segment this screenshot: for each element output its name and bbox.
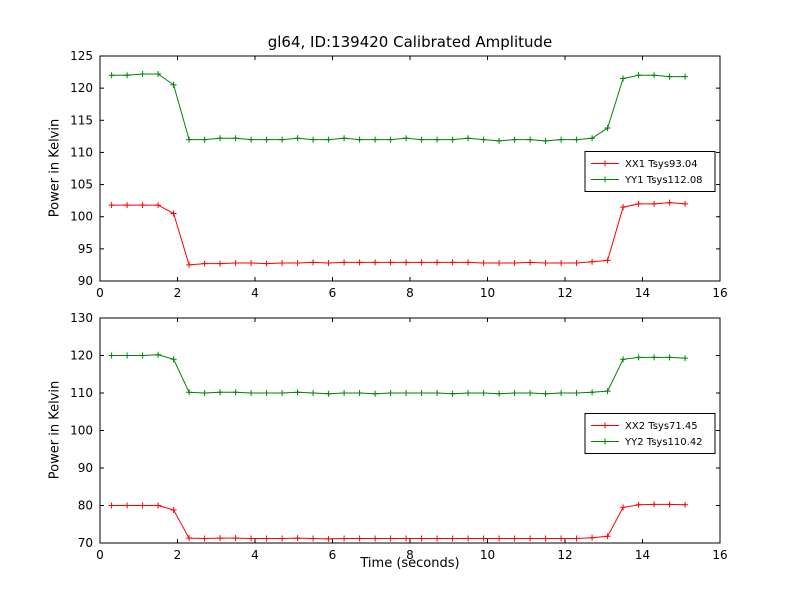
x-tick-label: 8 [406,548,414,562]
x-tick-label: 14 [635,286,650,300]
x-tick-label: 12 [557,286,572,300]
legend-sample-marker [602,422,608,429]
y-tick-label: 100 [70,424,93,438]
series-markers [108,501,689,542]
y-tick-label: 70 [78,536,93,550]
series-line [111,503,686,540]
x-tick-label: 2 [174,286,182,300]
legend-sample-marker [602,176,608,183]
y-tick-label: 90 [78,274,93,288]
series-markers [108,199,689,268]
series-line [111,202,686,266]
x-tick-label: 0 [96,286,104,300]
x-tick-label: 6 [329,286,337,300]
y-tick-label: 105 [70,178,93,192]
legend-label: YY1 Tsys112.08 [624,175,703,186]
y-tick-label: 110 [70,386,93,400]
x-tick-label: 6 [329,548,337,562]
legend-sample-marker [602,438,608,445]
x-tick-label: 16 [712,548,727,562]
legend-label: XX2 Tsys71.45 [625,421,698,432]
x-tick-label: 14 [635,548,650,562]
chart-title: gl64, ID:139420 Calibrated Amplitude [267,33,553,51]
x-tick-label: 8 [406,286,414,300]
y-tick-label: 80 [78,499,93,513]
subplot-1: 0 2 4 6 8 10 12 14 16 90 95 100 105 110 115 120 125 XX1 T… [70,49,728,300]
y-tick-label: 95 [78,242,93,256]
series-markers [108,351,689,397]
y-tick-label: 125 [70,49,93,63]
x-tick-label: 16 [712,286,727,300]
x-axis-label: Time (seconds) [360,556,460,571]
legend: XX2 Tsys71.45 YY2 Tsys110.42 [584,413,716,454]
legend-frame [584,151,716,192]
legend-label: XX1 Tsys93.04 [625,159,698,170]
tick-labels: 0 2 4 6 8 10 12 14 16 70 80 90 100 110 120 130 [70,311,728,562]
series-markers [108,71,689,144]
legend-frame [584,413,716,454]
legend-sample-marker [602,160,608,167]
series-line [111,354,686,395]
y-tick-label: 115 [70,113,93,127]
subplot-2: 0 2 4 6 8 10 12 14 16 70 80 90 100 110 120 130 XX2 Tsys7… [70,311,728,562]
legend: XX1 Tsys93.04 YY1 Tsys112.08 [584,151,716,192]
x-tick-label: 10 [480,548,495,562]
series-line [111,73,686,142]
legend-label: YY2 Tsys110.42 [624,437,703,448]
y-tick-label: 110 [70,145,93,159]
tick-labels: 0 2 4 6 8 10 12 14 16 90 95 100 105 110 115 120 125 [70,49,728,300]
x-tick-label: 4 [251,548,259,562]
y-tick-label: 120 [70,349,93,363]
x-tick-label: 2 [174,548,182,562]
x-tick-label: 12 [557,548,572,562]
y-tick-label: 90 [78,461,93,475]
y-tick-label: 130 [70,311,93,325]
y-tick-label: 120 [70,81,93,95]
x-tick-label: 0 [96,548,104,562]
y-tick-label: 100 [70,210,93,224]
axis-ticks [99,317,721,544]
x-tick-label: 10 [480,286,495,300]
x-tick-label: 4 [251,286,259,300]
axis-ticks [99,55,721,282]
